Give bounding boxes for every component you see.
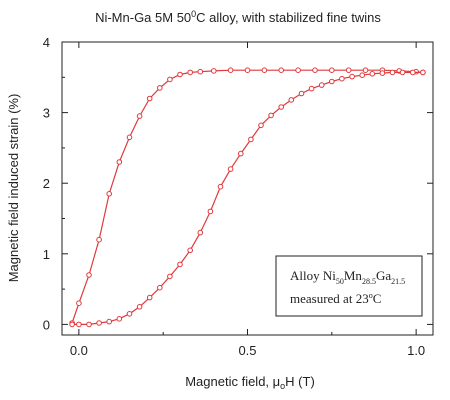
data-point <box>157 284 163 291</box>
data-point <box>369 71 376 77</box>
data-point <box>76 300 82 307</box>
y-tick-label: 4 <box>43 35 50 50</box>
data-point <box>76 321 82 328</box>
data-point <box>197 68 204 75</box>
data-point <box>248 136 254 143</box>
data-point <box>258 122 264 129</box>
legend-alloy-composition: Alloy Ni50Mn28.5Ga21.5 <box>290 268 405 286</box>
series-layer <box>69 67 426 328</box>
y-axis-label: Magnetic field induced strain (%) <box>6 94 21 283</box>
data-point <box>116 159 123 165</box>
data-point <box>329 67 335 73</box>
data-point <box>217 183 224 190</box>
data-point <box>211 68 217 74</box>
data-point <box>238 150 244 157</box>
data-point <box>86 272 92 278</box>
data-point <box>146 95 153 102</box>
data-point <box>167 273 173 280</box>
data-point <box>339 75 345 82</box>
data-point <box>278 104 285 110</box>
data-point <box>136 304 143 310</box>
data-point <box>146 294 153 301</box>
data-point <box>379 70 386 76</box>
data-point <box>177 71 183 78</box>
data-point <box>389 69 396 76</box>
data-point <box>227 67 234 73</box>
chart-title: Ni-Mn-Ga 5M 500C alloy, with stabilized … <box>95 9 381 25</box>
y-tick-label: 1 <box>43 247 50 262</box>
data-point <box>126 311 133 317</box>
data-point <box>298 90 305 97</box>
data-point <box>308 85 315 92</box>
data-point <box>116 316 123 322</box>
data-point <box>157 85 163 91</box>
y-tick-label: 2 <box>43 176 50 191</box>
data-point <box>106 318 112 325</box>
data-point <box>136 113 143 119</box>
data-point <box>207 208 214 215</box>
data-point <box>96 320 102 326</box>
legend: Alloy Ni50Mn28.5Ga21.5 measured at 23oC <box>275 255 423 317</box>
data-point <box>295 67 301 73</box>
data-point <box>278 67 285 73</box>
data-point <box>312 67 318 73</box>
data-point <box>227 166 234 172</box>
data-point <box>362 67 369 73</box>
x-tick-label: 0.0 <box>70 343 88 358</box>
data-point <box>86 321 92 328</box>
x-axis-label: Magnetic field, μoH (T) <box>185 374 315 391</box>
data-point <box>318 82 325 88</box>
data-point <box>197 229 204 236</box>
data-point <box>399 69 406 76</box>
data-point <box>69 321 75 328</box>
x-tick-label: 1.0 <box>407 343 425 358</box>
y-tick-label: 0 <box>43 317 50 332</box>
data-point <box>96 236 102 243</box>
legend-measurement-temperature: measured at 23oC <box>290 291 381 306</box>
data-point <box>187 69 193 76</box>
y-axis: 0 1 2 3 4 <box>43 35 433 332</box>
legend-box <box>275 255 423 317</box>
data-point <box>288 97 295 103</box>
data-point <box>106 191 112 197</box>
data-point <box>244 67 251 73</box>
data-point <box>167 76 173 83</box>
data-point <box>261 67 268 73</box>
data-point <box>329 78 335 85</box>
y-tick-label: 3 <box>43 106 50 121</box>
data-point <box>345 67 352 73</box>
data-point <box>359 72 366 78</box>
data-point <box>268 112 274 119</box>
series-line-1 <box>71 69 423 324</box>
data-point <box>349 73 355 80</box>
data-point <box>126 134 133 141</box>
data-point <box>420 69 426 76</box>
x-tick-label: 0.5 <box>238 343 256 358</box>
data-point <box>177 261 183 268</box>
x-axis: 0.0 0.5 1.0 <box>70 42 425 358</box>
data-point <box>187 247 193 254</box>
data-point <box>410 69 416 76</box>
